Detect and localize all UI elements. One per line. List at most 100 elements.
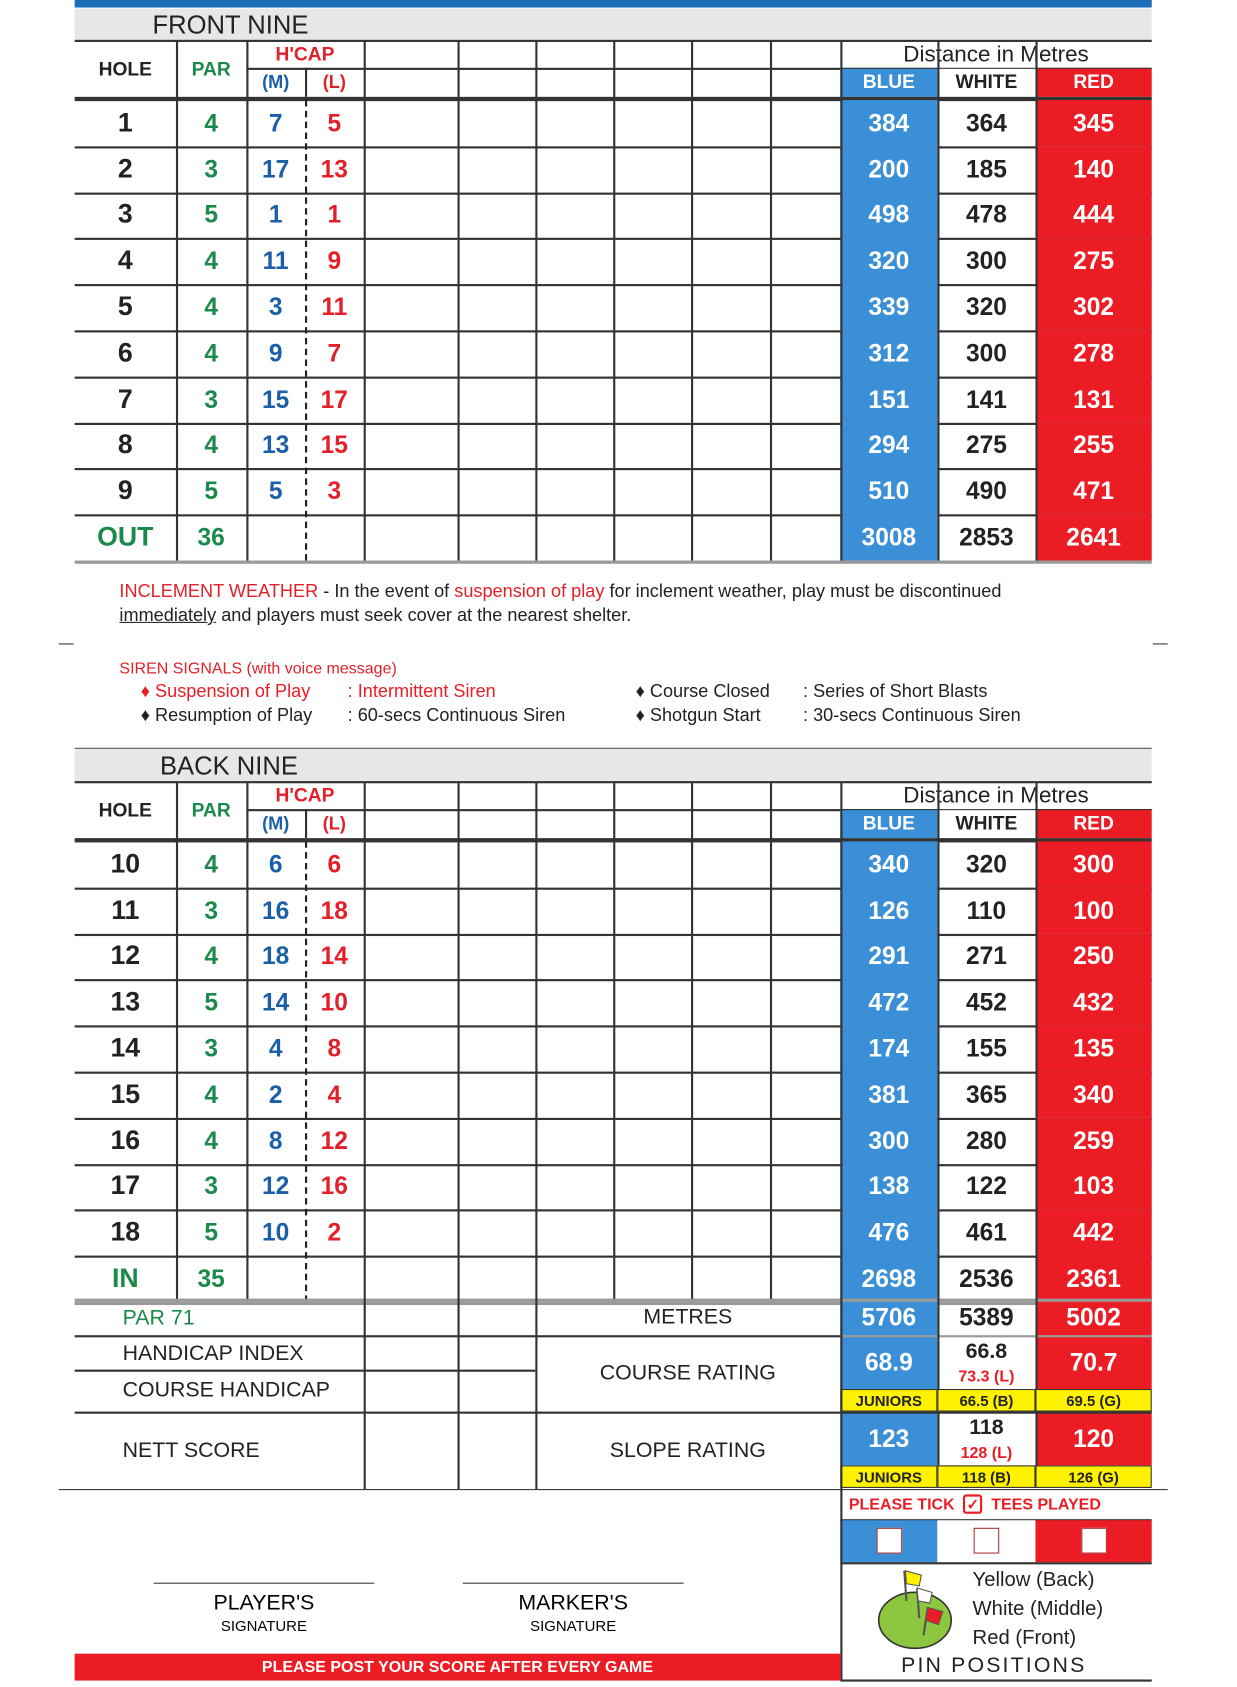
score-entry-cell[interactable] xyxy=(535,1072,613,1118)
score-entry-cell[interactable] xyxy=(364,238,458,284)
score-entry-cell[interactable] xyxy=(457,841,535,887)
score-entry-cell[interactable] xyxy=(691,1026,770,1072)
score-entry-cell[interactable] xyxy=(613,468,691,514)
score-entry-cell[interactable] xyxy=(535,841,613,887)
score-entry-cell[interactable] xyxy=(364,330,458,376)
score-entry-cell[interactable] xyxy=(613,1118,691,1164)
score-entry-cell[interactable] xyxy=(457,192,535,238)
score-entry-cell[interactable] xyxy=(364,422,458,468)
score-entry-cell[interactable] xyxy=(364,933,458,979)
score-entry-cell[interactable] xyxy=(691,330,770,376)
score-entry-cell[interactable] xyxy=(770,514,840,560)
course-handicap-input[interactable] xyxy=(364,1370,458,1412)
score-entry-cell[interactable] xyxy=(691,238,770,284)
blue-tee-checkbox[interactable] xyxy=(876,1527,902,1554)
score-entry-cell[interactable] xyxy=(535,887,613,933)
score-entry-cell[interactable] xyxy=(691,100,770,146)
score-entry-cell[interactable] xyxy=(457,330,535,376)
score-entry-cell[interactable] xyxy=(457,146,535,192)
score-entry-cell[interactable] xyxy=(457,468,535,514)
score-entry-cell[interactable] xyxy=(613,376,691,422)
score-entry-cell[interactable] xyxy=(457,887,535,933)
score-entry-cell[interactable] xyxy=(364,1118,458,1164)
score-entry-cell[interactable] xyxy=(535,422,613,468)
score-entry-cell[interactable] xyxy=(613,1026,691,1072)
score-entry-cell[interactable] xyxy=(457,514,535,560)
score-entry-cell[interactable] xyxy=(770,376,840,422)
score-entry-cell[interactable] xyxy=(613,284,691,330)
score-entry-cell[interactable] xyxy=(457,284,535,330)
score-entry-cell[interactable] xyxy=(691,1210,770,1256)
score-entry-cell[interactable] xyxy=(613,979,691,1025)
score-entry-cell[interactable] xyxy=(770,1118,840,1164)
score-entry-cell[interactable] xyxy=(364,1256,458,1302)
score-entry-cell[interactable] xyxy=(613,933,691,979)
nett-score-input[interactable] xyxy=(364,1412,535,1489)
score-entry-cell[interactable] xyxy=(770,468,840,514)
score-entry-cell[interactable] xyxy=(457,1210,535,1256)
score-entry-cell[interactable] xyxy=(364,979,458,1025)
score-entry-cell[interactable] xyxy=(613,146,691,192)
score-entry-cell[interactable] xyxy=(457,933,535,979)
score-entry-cell[interactable] xyxy=(770,330,840,376)
score-entry-cell[interactable] xyxy=(691,841,770,887)
score-entry-cell[interactable] xyxy=(770,887,840,933)
score-entry-cell[interactable] xyxy=(613,330,691,376)
score-entry-cell[interactable] xyxy=(613,1164,691,1210)
score-entry-cell[interactable] xyxy=(691,933,770,979)
score-entry-cell[interactable] xyxy=(770,841,840,887)
score-entry-cell[interactable] xyxy=(613,1072,691,1118)
score-entry-cell[interactable] xyxy=(770,192,840,238)
score-entry-cell[interactable] xyxy=(535,1026,613,1072)
score-entry-cell[interactable] xyxy=(364,514,458,560)
white-tee-checkbox[interactable] xyxy=(973,1527,1000,1554)
score-entry-cell[interactable] xyxy=(770,1210,840,1256)
score-entry-cell[interactable] xyxy=(457,1164,535,1210)
score-entry-cell[interactable] xyxy=(535,330,613,376)
score-entry-cell[interactable] xyxy=(770,979,840,1025)
score-entry-cell[interactable] xyxy=(691,146,770,192)
score-entry-cell[interactable] xyxy=(613,1256,691,1302)
score-entry-cell[interactable] xyxy=(691,1118,770,1164)
score-entry-cell[interactable] xyxy=(691,1164,770,1210)
score-entry-cell[interactable] xyxy=(613,422,691,468)
score-entry-cell[interactable] xyxy=(691,979,770,1025)
score-entry-cell[interactable] xyxy=(457,422,535,468)
red-tee-checkbox[interactable] xyxy=(1080,1527,1107,1554)
score-entry-cell[interactable] xyxy=(613,887,691,933)
score-entry-cell[interactable] xyxy=(770,933,840,979)
score-entry-cell[interactable] xyxy=(770,1256,840,1302)
score-entry-cell[interactable] xyxy=(364,1164,458,1210)
score-entry-cell[interactable] xyxy=(613,100,691,146)
score-entry-cell[interactable] xyxy=(457,979,535,1025)
score-entry-cell[interactable] xyxy=(535,1256,613,1302)
score-entry-cell[interactable] xyxy=(364,1026,458,1072)
score-entry-cell[interactable] xyxy=(535,376,613,422)
score-entry-cell[interactable] xyxy=(364,841,458,887)
score-entry-cell[interactable] xyxy=(691,422,770,468)
score-entry-cell[interactable] xyxy=(535,979,613,1025)
score-entry-cell[interactable] xyxy=(613,841,691,887)
score-entry-cell[interactable] xyxy=(691,1256,770,1302)
score-entry-cell[interactable] xyxy=(770,146,840,192)
score-entry-cell[interactable] xyxy=(613,192,691,238)
score-entry-cell[interactable] xyxy=(691,514,770,560)
score-entry-cell[interactable] xyxy=(691,468,770,514)
score-entry-cell[interactable] xyxy=(457,376,535,422)
score-entry-cell[interactable] xyxy=(770,1026,840,1072)
score-entry-cell[interactable] xyxy=(457,1026,535,1072)
score-entry-cell[interactable] xyxy=(364,376,458,422)
score-entry-cell[interactable] xyxy=(535,238,613,284)
score-entry-cell[interactable] xyxy=(535,100,613,146)
handicap-index-input[interactable] xyxy=(364,1335,458,1369)
score-entry-cell[interactable] xyxy=(770,238,840,284)
score-entry-cell[interactable] xyxy=(535,468,613,514)
score-entry-cell[interactable] xyxy=(535,1164,613,1210)
score-entry-cell[interactable] xyxy=(535,514,613,560)
score-entry-cell[interactable] xyxy=(691,192,770,238)
score-entry-cell[interactable] xyxy=(691,376,770,422)
score-entry-cell[interactable] xyxy=(535,146,613,192)
score-entry-cell[interactable] xyxy=(364,192,458,238)
score-entry-cell[interactable] xyxy=(770,1164,840,1210)
score-entry-cell[interactable] xyxy=(535,1118,613,1164)
